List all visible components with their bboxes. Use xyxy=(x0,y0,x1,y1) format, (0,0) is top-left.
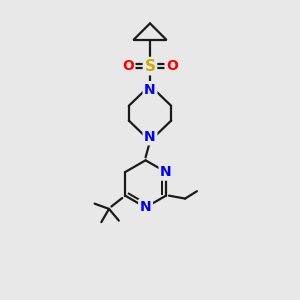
Text: N: N xyxy=(144,130,156,144)
Text: N: N xyxy=(144,82,156,97)
Text: S: S xyxy=(145,58,155,74)
Text: N: N xyxy=(140,200,152,214)
Text: N: N xyxy=(160,165,172,179)
Text: O: O xyxy=(122,59,134,73)
Text: O: O xyxy=(166,59,178,73)
